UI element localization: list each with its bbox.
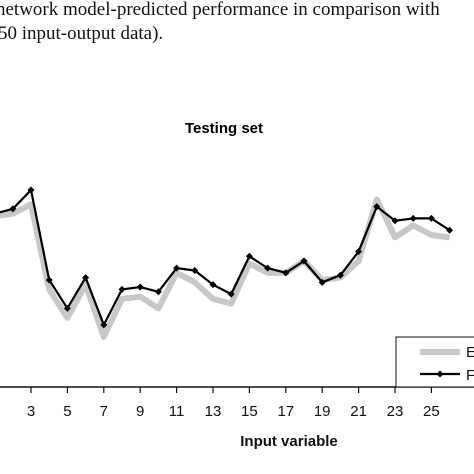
data-point-f-23 xyxy=(391,217,399,225)
series-line-f xyxy=(0,188,451,327)
x-tick-label-7: 7 xyxy=(100,403,108,420)
x-tick-label-3: 3 xyxy=(27,403,35,420)
x-tick-label-13: 13 xyxy=(205,403,222,420)
x-tick-label-5: 5 xyxy=(63,403,71,420)
legend-label-e: E xyxy=(466,344,474,361)
data-point-f-26 xyxy=(446,226,454,234)
data-point-f-13 xyxy=(209,281,217,289)
data-point-f-2 xyxy=(9,205,17,213)
data-point-f-7 xyxy=(100,321,108,329)
data-point-f-16 xyxy=(264,264,272,272)
x-axis-label: Input variable xyxy=(240,433,338,450)
legend-label-f: F xyxy=(466,367,474,384)
data-point-f-8 xyxy=(118,285,126,293)
data-point-f-25 xyxy=(427,214,435,222)
caption-line-1: network model-predicted performance in c… xyxy=(0,0,440,20)
x-tick-label-25: 25 xyxy=(423,403,440,420)
data-point-f-5 xyxy=(63,304,71,312)
data-point-f-6 xyxy=(82,274,90,282)
data-point-f-19 xyxy=(318,278,326,286)
legend-box xyxy=(395,336,474,388)
x-tick-label-21: 21 xyxy=(350,403,367,420)
legend-marker-f xyxy=(436,370,444,378)
chart-title: Testing set xyxy=(185,120,263,137)
x-tick-label-17: 17 xyxy=(277,403,294,420)
data-point-f-22 xyxy=(373,203,381,211)
legend: E F xyxy=(395,336,474,388)
x-tick-label-23: 23 xyxy=(387,403,404,420)
series-layer xyxy=(0,186,454,340)
data-point-f-17 xyxy=(282,269,290,277)
data-point-f-4 xyxy=(45,276,53,284)
data-point-f-11 xyxy=(173,264,181,272)
series-line-e xyxy=(0,196,450,340)
data-point-f-10 xyxy=(154,288,162,296)
x-tick-label-11: 11 xyxy=(169,403,185,420)
data-point-f-24 xyxy=(409,214,417,222)
x-tick-label-15: 15 xyxy=(241,403,258,420)
data-point-f-18 xyxy=(300,257,308,265)
data-point-f-3 xyxy=(27,186,35,194)
x-tick-label-9: 9 xyxy=(136,403,144,420)
x-tick-label-19: 19 xyxy=(314,403,331,420)
data-point-f-9 xyxy=(136,283,144,291)
data-point-f-12 xyxy=(191,266,199,274)
data-point-f-20 xyxy=(336,271,344,279)
x-axis-ticks: 3 5 7 9 11 13 15 17 19 21 23 25 xyxy=(27,387,440,420)
caption-line-2: 50 input-output data). xyxy=(0,23,164,44)
data-point-f-21 xyxy=(355,248,363,256)
data-point-f-15 xyxy=(245,252,253,260)
data-point-f-14 xyxy=(227,290,235,298)
